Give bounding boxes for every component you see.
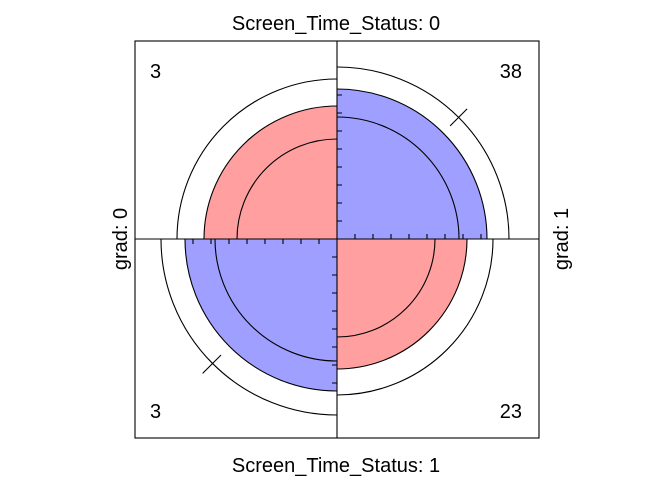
quadrant-sectors [184,88,488,392]
axis-ticks [192,94,482,384]
count-bottom-left: 3 [150,401,161,423]
sector-bottom-left [185,239,337,391]
center-axes [135,41,539,438]
top-label: Screen_Time_Status: 0 [232,13,440,35]
confidence-ring-inner [214,116,460,362]
confidence-ring-diagonal-marks [202,108,468,374]
sector-top-right [337,89,487,239]
left-label: grad: 0 [110,208,132,270]
count-top-right: 38 [500,61,522,83]
confidence-rings [160,66,510,416]
bottom-label: Screen_Time_Status: 1 [232,455,440,477]
sector-bottom-right [337,239,467,369]
count-bottom-right: 23 [500,401,522,423]
count-top-left: 3 [150,61,161,83]
sector-outlines [184,88,488,392]
sector-top-left [204,106,337,239]
right-label: grad: 1 [551,208,573,270]
